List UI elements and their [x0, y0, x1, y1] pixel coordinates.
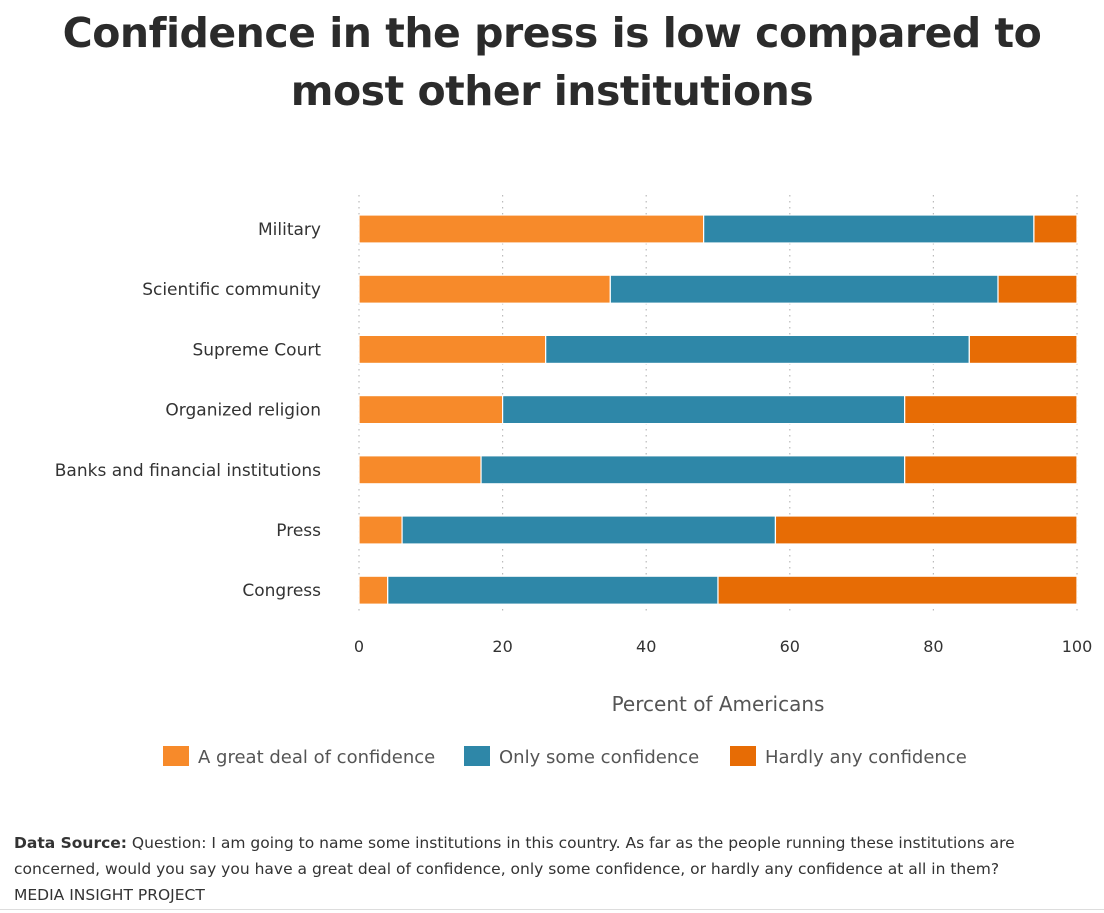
x-tick-label: 80 — [923, 637, 943, 656]
bar-segment — [358, 455, 482, 485]
category-label: Congress — [242, 581, 321, 601]
source-label: Data Source: — [14, 834, 127, 852]
category-label: Scientific community — [142, 280, 321, 300]
bar-segment — [358, 515, 403, 545]
x-tick-label: 60 — [780, 637, 800, 656]
bar-segment — [717, 575, 1078, 605]
data-source-note: Data Source: Question: I am going to nam… — [14, 830, 1094, 908]
bar-segment — [358, 274, 611, 304]
category-label: Banks and financial institutions — [55, 461, 321, 481]
bar-segment — [997, 274, 1078, 304]
bar-segment — [502, 395, 906, 425]
bars — [358, 214, 1078, 605]
bar-segment — [904, 455, 1078, 485]
x-tick-label: 0 — [354, 637, 364, 656]
bar-segment — [480, 455, 906, 485]
legend: A great deal of confidence Only some conf… — [163, 746, 967, 768]
legend-label: Only some confidence — [499, 747, 699, 768]
legend-label: A great deal of confidence — [198, 747, 435, 768]
bar-segment — [401, 515, 777, 545]
x-tick-labels: 0 20 40 60 80 100 — [354, 637, 1092, 656]
bar-segment — [904, 395, 1078, 425]
bar-segment — [358, 214, 705, 244]
x-axis-title: Percent of Americans — [612, 692, 825, 716]
footer-divider — [0, 909, 1104, 910]
bar-segment — [387, 575, 719, 605]
bar-segment — [358, 575, 389, 605]
bar-segment — [358, 334, 547, 364]
bar-segment — [703, 214, 1035, 244]
bar-segment — [545, 334, 970, 364]
x-tick-label: 20 — [492, 637, 512, 656]
category-label: Press — [276, 521, 321, 541]
bar-segment — [968, 334, 1078, 364]
x-tick-label: 40 — [636, 637, 656, 656]
bar-segment — [358, 395, 504, 425]
bar-segment — [1033, 214, 1078, 244]
bar-segment — [609, 274, 999, 304]
category-label: Organized religion — [165, 401, 321, 421]
bar-segment — [774, 515, 1078, 545]
category-labels: Military Scientific community Supreme Cour… — [55, 220, 322, 601]
category-label: Military — [258, 220, 321, 240]
x-tick-label: 100 — [1062, 637, 1093, 656]
legend-swatch — [464, 746, 490, 766]
legend-swatch — [163, 746, 189, 766]
source-credit: MEDIA INSIGHT PROJECT — [14, 886, 205, 904]
legend-label: Hardly any confidence — [765, 747, 967, 768]
source-paragraph: Data Source: Question: I am going to nam… — [14, 830, 1094, 882]
source-text: Question: I am going to name some instit… — [14, 834, 1015, 878]
chart-title: Confidence in the press is low compared … — [62, 9, 1042, 115]
legend-swatch — [730, 746, 756, 766]
category-label: Supreme Court — [192, 340, 321, 360]
